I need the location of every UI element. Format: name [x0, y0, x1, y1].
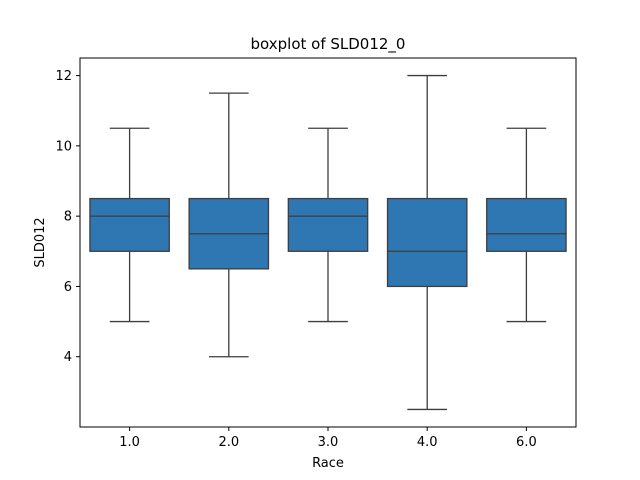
box — [486, 197, 567, 252]
box — [386, 197, 468, 288]
x-tick-label: 1.0 — [119, 435, 140, 450]
y-tick-label: 6 — [64, 280, 72, 295]
box-group-1.0 — [89, 127, 170, 323]
x-axis-label: Race — [312, 456, 344, 471]
y-tick-label: 8 — [64, 210, 72, 225]
y-tick-label: 10 — [55, 139, 72, 154]
box-group-6.0 — [486, 127, 567, 323]
plot-area — [89, 74, 567, 411]
box — [89, 197, 170, 252]
x-tick-label: 2.0 — [218, 435, 239, 450]
x-tick-label: 3.0 — [318, 435, 339, 450]
x-tick-label: 6.0 — [516, 435, 537, 450]
box-group-3.0 — [287, 127, 369, 323]
y-tick-label: 12 — [55, 69, 72, 84]
x-tick-label: 4.0 — [417, 435, 438, 450]
chart-title: boxplot of SLD012_0 — [251, 35, 406, 54]
y-tick-label: 4 — [64, 350, 72, 365]
box-group-4.0 — [386, 74, 468, 411]
box-group-2.0 — [188, 92, 270, 358]
box — [287, 197, 369, 252]
y-axis-label: SLD012 — [33, 217, 48, 267]
